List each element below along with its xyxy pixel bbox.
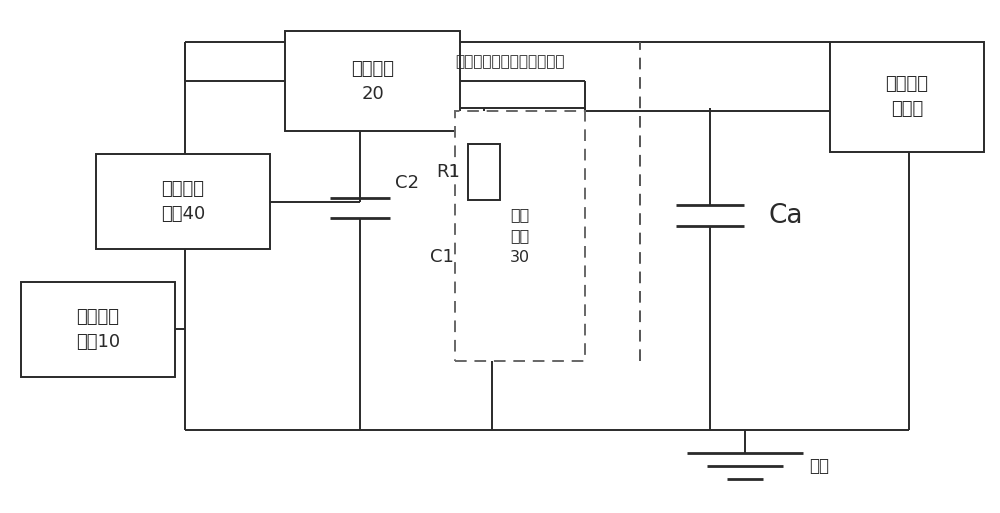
Bar <box>96 154 270 249</box>
Bar <box>285 31 460 131</box>
Text: R1: R1 <box>436 163 460 181</box>
Text: 处理芯片
20: 处理芯片 20 <box>351 60 394 103</box>
Text: C2: C2 <box>395 174 419 192</box>
Text: 开关管驱
动电路: 开关管驱 动电路 <box>885 75 928 118</box>
Text: 低通滤波
模块40: 低通滤波 模块40 <box>161 180 205 223</box>
Text: C1: C1 <box>430 247 454 266</box>
Bar <box>21 282 175 377</box>
Bar <box>830 42 984 152</box>
Text: 干扰抗消
模块10: 干扰抗消 模块10 <box>76 308 120 351</box>
Text: 大地: 大地 <box>810 457 830 475</box>
Text: Ca: Ca <box>769 203 803 229</box>
Text: 开关管驱动电路的参考地端: 开关管驱动电路的参考地端 <box>455 54 565 70</box>
Text: 采样
模块
30: 采样 模块 30 <box>510 208 530 265</box>
Bar <box>468 144 500 200</box>
Bar <box>455 111 585 361</box>
